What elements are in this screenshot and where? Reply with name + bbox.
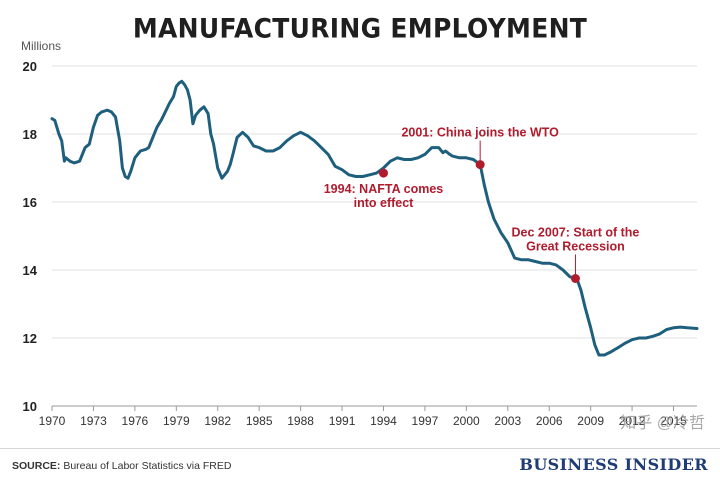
annotation-label: into effect [354,196,415,210]
x-tick-label: 2003 [494,414,521,428]
source-label: SOURCE: [12,460,61,472]
x-tick-label: 1970 [39,414,66,428]
x-tick-label: 1985 [246,414,273,428]
series-line [50,79,699,357]
y-tick-label: 16 [23,195,37,210]
y-tick-label: 14 [23,263,38,278]
y-tick-label: 12 [23,331,37,346]
y-tick-label: 18 [23,127,37,142]
x-tick-label: 2015 [660,414,687,428]
source-text: Bureau of Labor Statistics via FRED [63,460,232,472]
annotation-label: 2001: China joins the WTO [401,126,559,140]
annotation-label: 1994: NAFTA comes [324,182,444,196]
chart-canvas: 10 12 14 16 18 20 1970 1973 1976 1979 1982 1985 1988… [23,59,699,428]
annotation-marker [570,274,580,283]
source-line: SOURCE: Bureau of Labor Statistics via F… [12,460,231,472]
x-tick-label: 1991 [329,414,356,428]
x-tick-label: 2012 [619,414,646,428]
y-axis-units: Millions [21,39,62,53]
x-tick-label: 1988 [287,414,314,428]
x-tick-label: 1979 [163,414,190,428]
x-tick-label: 2006 [536,414,563,428]
chart-title: MANUFACTURING EMPLOYMENT [132,13,588,44]
annotation-label: Dec 2007: Start of the [512,226,640,240]
x-tick-label: 1997 [412,414,439,428]
y-tick-label: 20 [23,59,37,74]
x-tick-label: 2000 [453,414,480,428]
annotation-label: Great Recession [526,240,625,254]
annotation-marker [475,160,485,170]
footer: SOURCE: Bureau of Labor Statistics via F… [0,448,720,481]
x-tick-label: 1982 [204,414,231,428]
x-tick-label: 1973 [80,414,107,428]
x-tick-label: 1976 [122,414,149,428]
watermark-text: 知乎 @冷哲 [620,415,705,432]
brand-logo[interactable]: BUSINESS INSIDER [519,455,708,474]
x-tick-label: 1994 [370,414,397,428]
y-tick-label: 10 [23,399,37,414]
x-tick-label: 2009 [577,414,604,428]
annotation-marker [378,168,388,178]
